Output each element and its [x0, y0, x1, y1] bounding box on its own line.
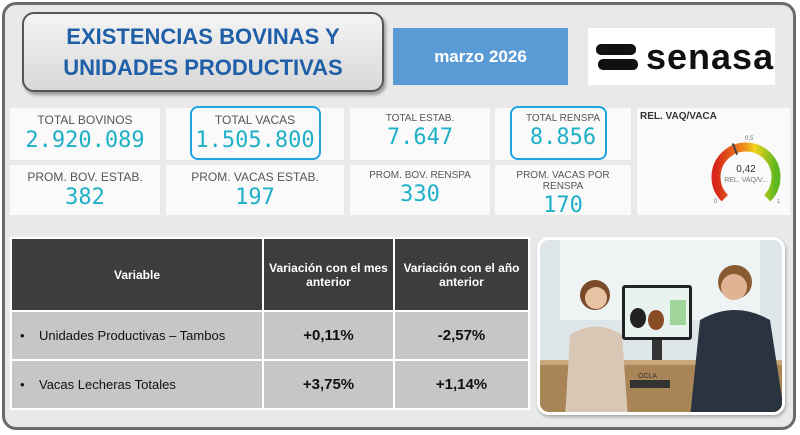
gauge-min: 0 — [714, 199, 718, 205]
title-line-1: EXISTENCIAS BOVINAS Y — [66, 24, 340, 49]
kpi-value: 2.920.089 — [25, 128, 145, 153]
laptop-label: OCLA — [638, 373, 657, 380]
kpi-prom-bov-renspa: PROM. BOV. RENSPA 330 — [350, 165, 490, 215]
senasa-logo-icon — [596, 43, 638, 70]
gauge-rel-vaq-vaca: REL. VAQ/VACA 0,42 REL. VAQ/V... 0 1 0,5 — [637, 108, 790, 215]
kpi-prom-vacas-renspa: PROM. VACAS POR RENSPA 170 — [495, 165, 631, 218]
row-variable: • Unidades Productivas – Tambos — [10, 310, 264, 361]
kpi-label: TOTAL VACAS — [214, 113, 296, 127]
kpi-label: PROM. BOV. RENSPA — [369, 170, 471, 181]
kpi-label: PROM. BOV. ESTAB. — [27, 170, 143, 184]
header-anio: Variación con el año anterior — [393, 237, 530, 312]
kpi-label: TOTAL RENSPA — [525, 113, 601, 124]
gauge-arc — [711, 142, 781, 202]
row-anio: -2,57% — [393, 310, 530, 361]
kpi-value: 330 — [400, 182, 440, 207]
table-row: • Vacas Lecheras Totales +3,75% +1,14% — [10, 359, 530, 410]
gauge-title: REL. VAQ/VACA — [640, 111, 717, 122]
kpi-total-bovinos: TOTAL BOVINOS 2.920.089 — [10, 108, 160, 160]
variable-label: Vacas Lecheras Totales — [39, 377, 176, 392]
kpi-label: TOTAL ESTAB. — [385, 113, 455, 124]
kpi-total-vacas: TOTAL VACAS 1.505.800 — [166, 108, 344, 160]
kpi-value: 8.856 — [529, 125, 597, 150]
kpi-prom-bov-estab: PROM. BOV. ESTAB. 382 — [10, 165, 160, 215]
laptop — [630, 380, 670, 388]
table-row: • Unidades Productivas – Tambos +0,11% -… — [10, 310, 530, 361]
gauge-sublabel: REL. VAQ/V... — [724, 177, 768, 184]
logo-text: senasa — [646, 35, 775, 77]
row-mes: +0,11% — [262, 310, 395, 361]
table-header-row: Variable Variación con el mes anterior V… — [10, 237, 530, 312]
kpi-total-estab: TOTAL ESTAB. 7.647 — [350, 108, 490, 160]
variable-label: Unidades Productivas – Tambos — [39, 328, 226, 343]
gauge-chart: 0,42 REL. VAQ/V... 0 1 0,5 — [711, 136, 781, 205]
kpi-prom-vacas-estab: PROM. VACAS ESTAB. 197 — [166, 165, 344, 215]
title-line-2: UNIDADES PRODUCTIVAS — [63, 55, 343, 80]
gauge-target-label: 0,5 — [745, 136, 754, 142]
kpi-value: 7.647 — [386, 125, 454, 150]
kpi-label: PROM. VACAS POR RENSPA — [516, 170, 610, 192]
highlight-box — [190, 106, 321, 160]
date-badge: marzo 2026 — [393, 28, 568, 85]
gauge-target-marker — [731, 143, 739, 156]
highlight-box — [510, 106, 607, 160]
kpi-value: 197 — [235, 185, 275, 210]
gauge-value: 0,42 — [736, 164, 756, 175]
kpi-value: 1.505.800 — [195, 128, 315, 153]
kpi-value: 382 — [65, 185, 105, 210]
senasa-logo: senasa — [588, 28, 775, 85]
gauge-max: 1 — [777, 199, 781, 205]
kpi-value: 170 — [543, 193, 583, 218]
kpi-total-renspa: TOTAL RENSPA 8.856 — [495, 108, 631, 160]
row-mes: +3,75% — [262, 359, 395, 410]
page-title: EXISTENCIAS BOVINAS Y UNIDADES PRODUCTIV… — [22, 12, 384, 92]
variation-table: Variable Variación con el mes anterior V… — [10, 237, 530, 410]
row-variable: • Vacas Lecheras Totales — [10, 359, 264, 410]
row-anio: +1,14% — [393, 359, 530, 410]
kpi-label: PROM. VACAS ESTAB. — [191, 170, 319, 184]
header-variable: Variable — [10, 237, 264, 312]
kpi-label: TOTAL BOVINOS — [37, 113, 133, 127]
office-illustration: OCLA — [537, 237, 785, 415]
header-mes: Variación con el mes anterior — [262, 237, 395, 312]
